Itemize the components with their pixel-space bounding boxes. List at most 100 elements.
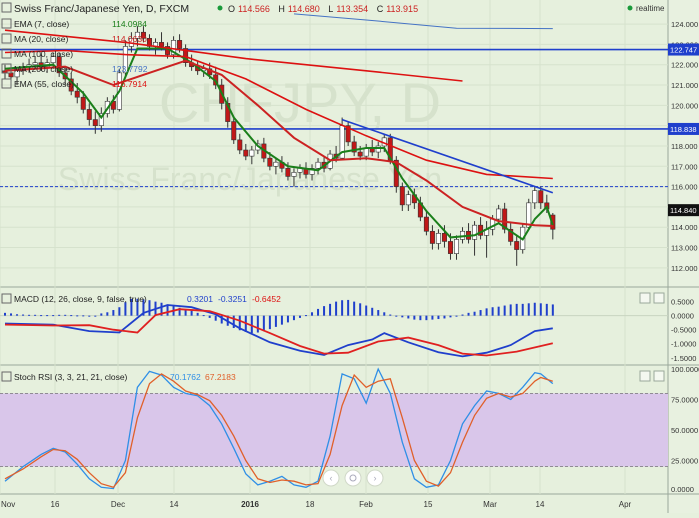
candle-body[interactable]	[285, 168, 291, 177]
candle-body[interactable]	[375, 145, 381, 153]
stoch-collapse-icon[interactable]	[1, 371, 12, 382]
candle-body[interactable]	[315, 161, 321, 169]
candle-body[interactable]	[273, 161, 279, 167]
candle-body[interactable]	[496, 208, 502, 220]
time-axis[interactable]: Nov 16 Dec 14 2016 18 Feb 15 Mar 14 Apr	[1, 500, 632, 509]
candle-body[interactable]	[80, 96, 86, 110]
macd-collapse-button[interactable]	[639, 292, 651, 304]
candle-body[interactable]	[435, 233, 441, 244]
candle-body[interactable]	[429, 230, 435, 244]
candle-body[interactable]	[526, 202, 532, 228]
stoch-close-button[interactable]	[653, 370, 665, 382]
legend-collapse-icon[interactable]	[1, 63, 12, 74]
candle-body[interactable]	[532, 190, 538, 204]
candle-body[interactable]	[345, 125, 351, 143]
candle-body[interactable]	[237, 139, 243, 151]
candle-body[interactable]	[357, 151, 363, 157]
candle-body[interactable]	[423, 216, 429, 232]
indicator-legend[interactable]: EMA (7, close) 114.0984 MA (20, close) 114.…	[1, 18, 148, 89]
price-pane[interactable]	[0, 13, 668, 266]
candle-body[interactable]	[32, 62, 38, 66]
macd-tick-label: -0.5000	[671, 326, 696, 335]
realtime-label: realtime	[636, 4, 665, 13]
candle-body[interactable]	[538, 190, 544, 204]
indicator-line[interactable]	[4, 47, 554, 241]
candle-body[interactable]	[405, 194, 411, 206]
candle-body[interactable]	[159, 42, 165, 47]
macd-histogram-bar	[4, 312, 6, 316]
time-tick-label: 15	[424, 500, 433, 509]
macd-line[interactable]	[4, 308, 554, 357]
macd-histogram-bar	[335, 301, 338, 316]
indicator-line[interactable]	[4, 49, 553, 180]
candle-body[interactable]	[56, 56, 62, 74]
time-tick-label: 14	[536, 500, 545, 509]
macd-histogram-bar	[437, 315, 440, 320]
indicator-line[interactable]	[4, 59, 553, 227]
indicator-line[interactable]	[4, 29, 463, 82]
candle-body[interactable]	[177, 40, 183, 49]
candle-body[interactable]	[140, 31, 146, 39]
macd-collapse-icon[interactable]	[1, 293, 12, 304]
candle-body[interactable]	[134, 31, 140, 39]
candle-body[interactable]	[98, 113, 104, 126]
candle-body[interactable]	[74, 90, 80, 98]
candle-body[interactable]	[50, 56, 56, 63]
stoch-rsi-pane[interactable]	[0, 367, 668, 490]
macd-close-button[interactable]	[653, 292, 665, 304]
price-badge-label: 118.838	[670, 125, 697, 134]
scroll-left-button[interactable]	[322, 469, 340, 487]
candle-body[interactable]	[183, 48, 189, 63]
macd-pane-controls[interactable]	[639, 292, 665, 304]
legend-collapse-icon[interactable]	[1, 78, 12, 89]
price-axis[interactable]: 124.000123.000122.000121.000120.000119.0…	[668, 20, 699, 273]
indicator-line[interactable]	[293, 13, 553, 30]
macd-histogram-bar	[124, 302, 127, 316]
candle-body[interactable]	[86, 109, 92, 120]
candle-body[interactable]	[291, 172, 297, 177]
candle-body[interactable]	[472, 224, 478, 240]
macd-axis[interactable]: 0.5000 0.0000 -0.5000 -1.0000 -1.5000	[671, 298, 696, 363]
candle-body[interactable]	[399, 186, 405, 206]
stoch-collapse-button[interactable]	[639, 370, 651, 382]
legend-collapse-icon[interactable]	[1, 33, 12, 44]
legend-label: MA (20, close)	[14, 34, 68, 44]
navigation-overlay[interactable]: ‹ ›	[322, 469, 384, 487]
stoch-axis[interactable]: 100.0000 75.0000 50.0000 25.0000 0.0000	[671, 365, 699, 494]
candle-body[interactable]	[387, 137, 393, 161]
symbol-title[interactable]: Swiss Franc/Japanese Yen, D, FXCM	[14, 3, 189, 15]
macd-histogram-bar	[178, 307, 181, 316]
candle-body[interactable]	[441, 233, 447, 242]
candle-body[interactable]	[267, 157, 273, 167]
stoch-legend[interactable]: Stoch RSI (3, 3, 21, 21, close) 70.1762 …	[1, 371, 236, 382]
candle-body[interactable]	[243, 149, 249, 157]
candle-body[interactable]	[122, 46, 128, 74]
candle-body[interactable]	[447, 241, 453, 254]
macd-histogram-bar	[298, 315, 301, 318]
macd-pane[interactable]	[0, 298, 668, 358]
candle-body[interactable]	[351, 141, 357, 153]
candle-body[interactable]	[514, 241, 520, 250]
candle-body[interactable]	[309, 168, 315, 175]
candle-body[interactable]	[92, 119, 98, 126]
macd-histogram-bar	[208, 315, 211, 318]
macd-legend[interactable]: MACD (12, 26, close, 9, false, true) 0.3…	[1, 293, 281, 304]
time-tick-label: Dec	[111, 500, 125, 509]
candle-body[interactable]	[249, 149, 255, 157]
stoch-pane-controls[interactable]	[639, 370, 665, 382]
macd-histogram-bar	[286, 315, 289, 323]
indicator-line[interactable]	[341, 118, 554, 194]
candle-body[interactable]	[453, 239, 459, 254]
legend-collapse-icon[interactable]	[1, 48, 12, 59]
scroll-right-button[interactable]	[366, 469, 384, 487]
candle-body[interactable]	[508, 228, 514, 242]
candle-body[interactable]	[171, 40, 177, 55]
reset-view-button[interactable]	[344, 469, 362, 487]
candle-body[interactable]	[502, 208, 508, 230]
macd-histogram-bar	[100, 313, 103, 316]
legend-collapse-icon[interactable]	[1, 18, 12, 29]
stoch-line[interactable]	[4, 373, 553, 489]
candle-body[interactable]	[231, 121, 237, 141]
collapse-icon[interactable]	[1, 2, 12, 13]
